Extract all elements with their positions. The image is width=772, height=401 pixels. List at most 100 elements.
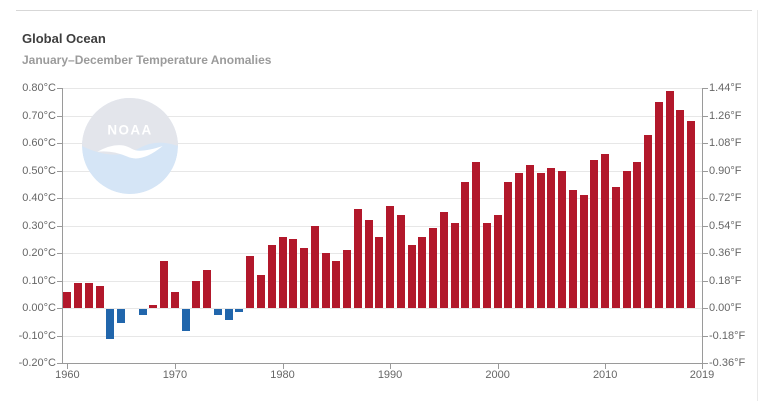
bar-1990[interactable] (386, 206, 395, 308)
chart-subtitle: January–December Temperature Anomalies (22, 53, 272, 67)
bar-1993[interactable] (418, 236, 427, 308)
bar-1978[interactable] (256, 275, 265, 308)
bar-1997[interactable] (461, 181, 470, 308)
gridline (62, 335, 702, 337)
bar-1996[interactable] (450, 222, 459, 308)
bar-1984[interactable] (321, 253, 330, 308)
bar-2014[interactable] (644, 134, 653, 308)
bar-1976[interactable] (235, 309, 244, 312)
bar-1992[interactable] (407, 244, 416, 308)
plot-area: NOAA 0.80°C 1.44°F 0.70°C 1.26°F 0.60°C 1.08°… (19, 82, 746, 381)
bar-1998[interactable] (472, 162, 481, 308)
y-axis-label-fahrenheit: 0.90°F (709, 164, 742, 177)
y-axis-label-celsius: 0.20°C (22, 247, 56, 259)
gridline (62, 225, 702, 227)
bar-1961[interactable] (74, 283, 83, 308)
y-axis-label-celsius: -0.20°C (18, 357, 56, 369)
bar-1967[interactable] (138, 309, 147, 315)
bar-1963[interactable] (95, 286, 104, 308)
bar-2012[interactable] (622, 170, 631, 308)
bar-2010[interactable] (601, 154, 610, 308)
bar-2006[interactable] (558, 170, 567, 308)
x-axis-label-year: 1960 (55, 369, 80, 381)
bar-1972[interactable] (192, 280, 201, 308)
bar-1985[interactable] (332, 261, 341, 308)
bar-2018[interactable] (687, 121, 696, 308)
y-axis-tick-left (57, 143, 62, 144)
bar-2004[interactable] (536, 173, 545, 308)
noaa-logo-dome (82, 98, 178, 155)
bar-2013[interactable] (633, 162, 642, 308)
bar-2005[interactable] (547, 167, 556, 308)
y-axis-label-celsius: 0.30°C (22, 219, 56, 232)
y-axis-tick-right (703, 335, 708, 337)
y-axis-tick-right (703, 143, 708, 144)
bar-1979[interactable] (267, 244, 276, 308)
gridline (62, 143, 702, 144)
bar-2008[interactable] (579, 195, 588, 308)
bar-2016[interactable] (665, 90, 674, 308)
y-axis-tick-right (703, 308, 708, 309)
bar-1989[interactable] (375, 236, 384, 308)
bar-1970[interactable] (170, 291, 179, 308)
y-axis-tick-right (703, 225, 708, 227)
y-axis-label-celsius: 0.80°C (22, 82, 56, 94)
y-axis-tick-left (57, 308, 62, 309)
bar-1960[interactable] (63, 291, 72, 308)
y-axis-label-fahrenheit: 1.08°F (709, 137, 742, 149)
x-axis-label-year: 1970 (162, 369, 188, 381)
noaa-logo-seagull-icon (97, 145, 163, 159)
bar-1975[interactable] (224, 309, 233, 320)
bar-1986[interactable] (343, 250, 352, 308)
y-axis-tick-right (703, 170, 708, 172)
y-axis-tick-left (57, 225, 62, 227)
top-divider (16, 10, 752, 11)
x-axis-label-year: 2000 (485, 369, 510, 381)
bar-1962[interactable] (84, 283, 93, 308)
bar-2015[interactable] (654, 101, 663, 308)
bar-2001[interactable] (504, 181, 513, 308)
bar-2002[interactable] (515, 173, 524, 308)
y-axis-tick-right (703, 253, 708, 254)
y-axis-tick-right (703, 115, 708, 117)
gridline (62, 308, 702, 309)
bar-1964[interactable] (106, 309, 115, 340)
bar-1973[interactable] (203, 269, 212, 308)
gridline (62, 198, 702, 199)
bar-1999[interactable] (482, 222, 491, 308)
bar-1994[interactable] (429, 228, 438, 308)
right-border (757, 10, 758, 401)
bar-2011[interactable] (611, 187, 620, 308)
bar-1991[interactable] (396, 214, 405, 308)
bar-1977[interactable] (246, 255, 255, 308)
bar-1969[interactable] (160, 261, 169, 308)
bar-1968[interactable] (149, 305, 158, 308)
y-axis-tick-left (57, 198, 62, 199)
bar-2007[interactable] (568, 189, 577, 308)
bar-1988[interactable] (364, 220, 373, 308)
bar-1965[interactable] (117, 309, 126, 323)
y-axis-tick-right (703, 363, 708, 364)
bar-2017[interactable] (676, 110, 685, 308)
bar-1995[interactable] (439, 211, 448, 308)
bar-1980[interactable] (278, 236, 287, 308)
x-axis-line (62, 363, 703, 364)
x-axis-label-year: 2010 (592, 369, 618, 381)
x-axis-tick (605, 364, 607, 369)
bar-1983[interactable] (310, 225, 319, 308)
y-axis-tick-left (57, 88, 62, 89)
y-axis-label-celsius: 0.50°C (22, 164, 56, 177)
bar-2000[interactable] (493, 214, 502, 308)
y-axis-label-celsius: 0.00°C (22, 302, 56, 314)
bar-2003[interactable] (525, 165, 534, 308)
y-axis-label-fahrenheit: -0.18°F (709, 329, 746, 342)
bar-1971[interactable] (181, 309, 190, 331)
bar-1982[interactable] (300, 247, 309, 308)
bar-1981[interactable] (289, 239, 298, 308)
y-axis-label-fahrenheit: 0.72°F (709, 192, 742, 204)
bar-1987[interactable] (353, 209, 362, 308)
bar-2009[interactable] (590, 159, 599, 308)
y-axis-tick-left (57, 253, 62, 254)
bar-1974[interactable] (213, 309, 222, 315)
